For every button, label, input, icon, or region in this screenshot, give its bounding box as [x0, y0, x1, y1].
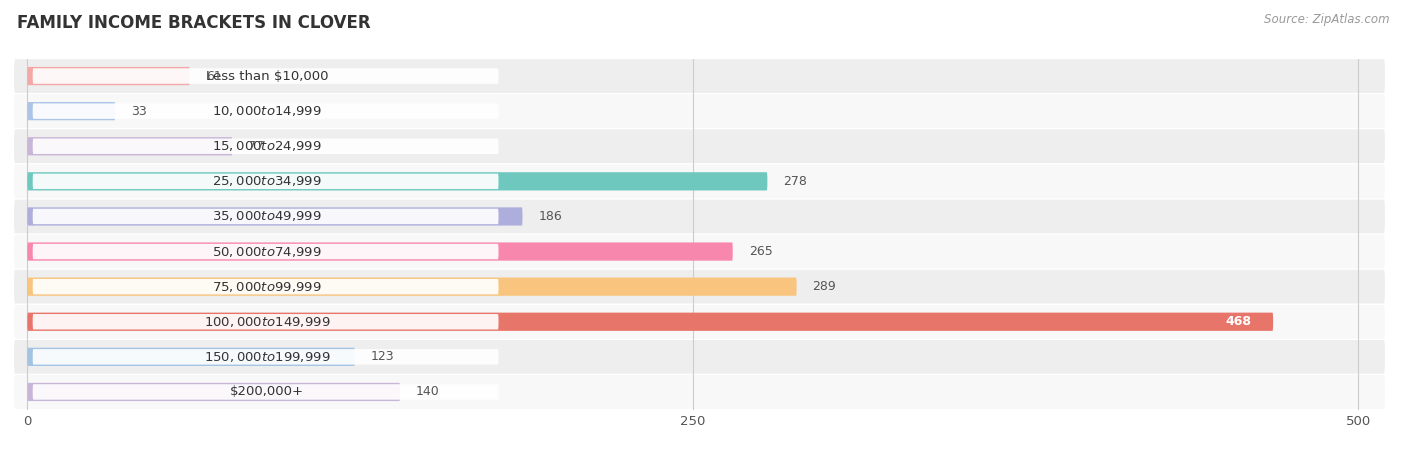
- FancyBboxPatch shape: [32, 279, 499, 294]
- Text: Source: ZipAtlas.com: Source: ZipAtlas.com: [1264, 14, 1389, 27]
- FancyBboxPatch shape: [14, 375, 1385, 409]
- FancyBboxPatch shape: [14, 165, 1385, 198]
- Text: 186: 186: [538, 210, 562, 223]
- Text: $25,000 to $34,999: $25,000 to $34,999: [212, 174, 322, 189]
- FancyBboxPatch shape: [14, 59, 1385, 93]
- Text: $100,000 to $149,999: $100,000 to $149,999: [204, 315, 330, 329]
- Text: 140: 140: [416, 386, 440, 398]
- Text: 61: 61: [205, 70, 222, 82]
- Text: $35,000 to $49,999: $35,000 to $49,999: [212, 209, 322, 224]
- Text: 289: 289: [813, 280, 837, 293]
- FancyBboxPatch shape: [14, 340, 1385, 374]
- Text: 278: 278: [783, 175, 807, 188]
- FancyBboxPatch shape: [27, 313, 1272, 331]
- Text: $15,000 to $24,999: $15,000 to $24,999: [212, 139, 322, 153]
- FancyBboxPatch shape: [27, 207, 523, 225]
- Text: $50,000 to $74,999: $50,000 to $74,999: [212, 244, 322, 259]
- FancyBboxPatch shape: [27, 67, 190, 85]
- FancyBboxPatch shape: [14, 235, 1385, 268]
- FancyBboxPatch shape: [27, 243, 733, 261]
- FancyBboxPatch shape: [32, 174, 499, 189]
- Text: 33: 33: [131, 105, 148, 117]
- FancyBboxPatch shape: [32, 314, 499, 329]
- Text: 468: 468: [1226, 315, 1251, 328]
- FancyBboxPatch shape: [27, 383, 401, 401]
- FancyBboxPatch shape: [32, 104, 499, 119]
- FancyBboxPatch shape: [32, 349, 499, 364]
- Text: $75,000 to $99,999: $75,000 to $99,999: [212, 279, 322, 294]
- Text: 265: 265: [749, 245, 772, 258]
- Text: $200,000+: $200,000+: [231, 386, 304, 398]
- Text: 77: 77: [249, 140, 264, 153]
- FancyBboxPatch shape: [32, 244, 499, 259]
- FancyBboxPatch shape: [14, 200, 1385, 233]
- Text: FAMILY INCOME BRACKETS IN CLOVER: FAMILY INCOME BRACKETS IN CLOVER: [17, 14, 371, 32]
- FancyBboxPatch shape: [14, 130, 1385, 163]
- Text: 123: 123: [371, 351, 394, 363]
- FancyBboxPatch shape: [32, 139, 499, 154]
- FancyBboxPatch shape: [27, 348, 354, 366]
- Text: $10,000 to $14,999: $10,000 to $14,999: [212, 104, 322, 118]
- FancyBboxPatch shape: [32, 68, 499, 84]
- FancyBboxPatch shape: [14, 305, 1385, 338]
- FancyBboxPatch shape: [14, 94, 1385, 128]
- Text: Less than $10,000: Less than $10,000: [205, 70, 328, 82]
- FancyBboxPatch shape: [27, 172, 768, 190]
- FancyBboxPatch shape: [27, 102, 115, 120]
- Text: $150,000 to $199,999: $150,000 to $199,999: [204, 350, 330, 364]
- FancyBboxPatch shape: [32, 384, 499, 400]
- FancyBboxPatch shape: [27, 137, 232, 155]
- FancyBboxPatch shape: [27, 278, 797, 296]
- FancyBboxPatch shape: [14, 270, 1385, 303]
- FancyBboxPatch shape: [32, 209, 499, 224]
